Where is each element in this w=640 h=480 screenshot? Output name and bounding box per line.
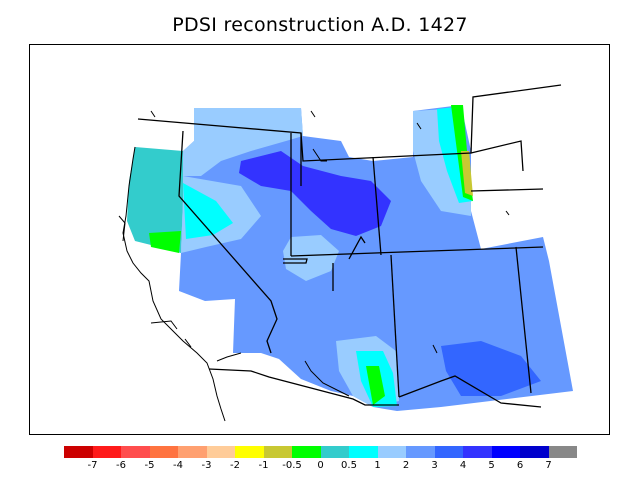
legend-tick-label: 0 bbox=[317, 460, 324, 471]
legend-tick-label: -6 bbox=[116, 460, 126, 471]
legend-swatch bbox=[349, 446, 378, 458]
legend-swatch bbox=[121, 446, 150, 458]
legend-swatch bbox=[292, 446, 321, 458]
legend-tick-label: -3 bbox=[201, 460, 212, 471]
pdsi-yellow-ne bbox=[461, 151, 473, 196]
legend-swatch bbox=[320, 446, 349, 458]
legend-tick-label: -1 bbox=[258, 460, 269, 471]
legend-colorbar bbox=[64, 446, 577, 458]
legend-tick-label: -4 bbox=[173, 460, 183, 471]
legend-tick-label: -0.5 bbox=[282, 460, 302, 471]
legend-tick-label: 1 bbox=[374, 460, 381, 471]
legend-tick-label: 4 bbox=[459, 460, 467, 471]
legend-swatch bbox=[406, 446, 435, 458]
map-frame bbox=[29, 44, 610, 435]
pdsi-wet-core-north bbox=[239, 151, 391, 236]
legend-swatch bbox=[206, 446, 235, 458]
coastline bbox=[118, 110, 510, 422]
pdsi-dry-arizona-green bbox=[366, 366, 385, 405]
legend-tick-label: 7 bbox=[545, 460, 552, 471]
legend-swatch bbox=[434, 446, 463, 458]
legend-tick-label: -2 bbox=[230, 460, 240, 471]
legend-swatch bbox=[520, 446, 549, 458]
legend-swatch bbox=[263, 446, 292, 458]
legend-swatch bbox=[377, 446, 406, 458]
legend-swatch bbox=[548, 446, 577, 458]
pdsi-field-coast bbox=[127, 147, 183, 253]
legend-swatch bbox=[178, 446, 207, 458]
legend-swatch bbox=[149, 446, 178, 458]
legend-tick-label: -7 bbox=[87, 460, 98, 471]
legend-labels: -7 -6 -5 -4 -3 -2 -1 -0.5 0 0.5 1 2 3 4 5 6 7 bbox=[0, 460, 640, 474]
legend-swatch bbox=[235, 446, 264, 458]
pdsi-cyan-central bbox=[183, 183, 233, 239]
legend-swatch bbox=[92, 446, 121, 458]
legend-tick-label: 6 bbox=[516, 460, 524, 471]
legend-swatch bbox=[491, 446, 520, 458]
state-boundaries bbox=[137, 84, 562, 408]
legend-tick-label: 2 bbox=[402, 460, 410, 471]
legend-swatch bbox=[64, 446, 93, 458]
legend-tick-label: 0.5 bbox=[341, 460, 357, 471]
pdsi-map bbox=[118, 84, 573, 422]
pdsi-light-center bbox=[283, 235, 339, 281]
legend-tick-label: 5 bbox=[488, 460, 495, 471]
legend-tick-label: -5 bbox=[144, 460, 155, 471]
legend-swatch bbox=[463, 446, 492, 458]
legend-tick-label: 3 bbox=[431, 460, 438, 471]
map-title: PDSI reconstruction A.D. 1427 bbox=[172, 14, 468, 36]
pdsi-coast-wet bbox=[149, 231, 181, 253]
